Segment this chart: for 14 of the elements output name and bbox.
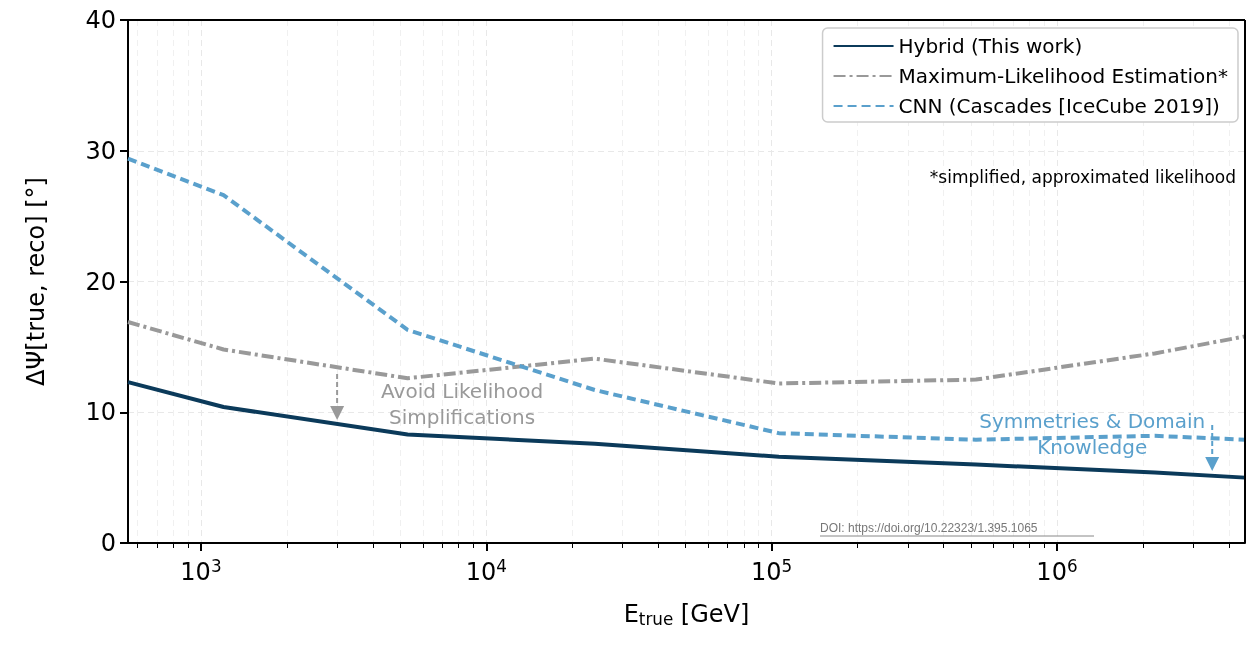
y-tick-label: 30	[85, 136, 116, 165]
legend-label: CNN (Cascades [IceCube 2019])	[898, 94, 1220, 118]
y-tick-label: 40	[85, 6, 116, 34]
annotation: DOI: https://doi.org/10.22323/1.395.1065	[820, 521, 1038, 535]
annotation: *simplified, approximated likelihood	[929, 166, 1237, 187]
y-tick-label: 0	[100, 529, 116, 557]
legend-label: Hybrid (This work)	[898, 34, 1083, 58]
y-tick-label: 10	[85, 398, 116, 427]
y-axis-title: ΔΨ[true, reco] [°]	[22, 177, 50, 386]
x-axis-title: Etrue [GeV]	[623, 600, 750, 630]
legend-label: Maximum-Likelihood Estimation*	[898, 64, 1228, 88]
annotation: Avoid Likelihood Simplifications	[381, 379, 544, 430]
annotation: Symmetries & Domain Knowledge	[979, 409, 1206, 460]
y-tick-label: 20	[85, 267, 116, 296]
